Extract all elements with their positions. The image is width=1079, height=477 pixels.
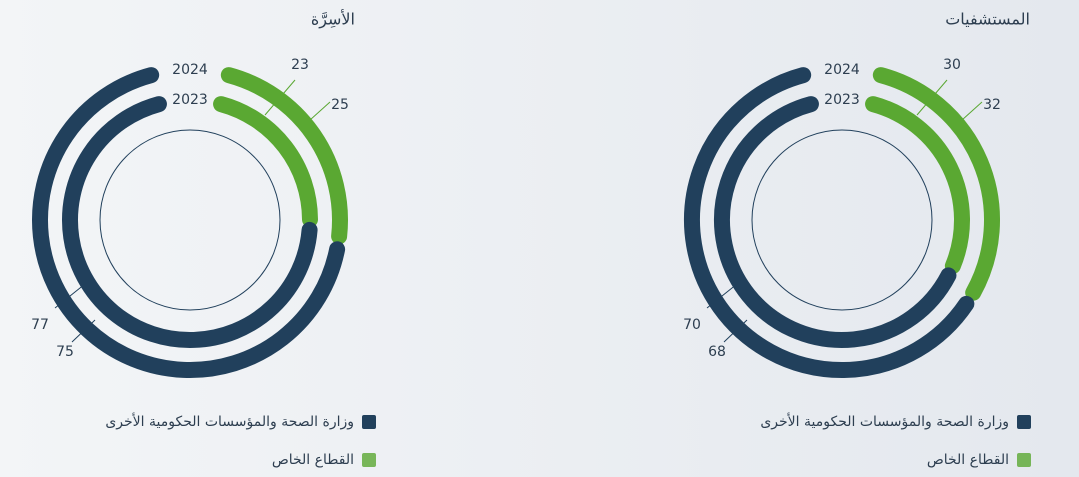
- value-label: 77: [31, 317, 49, 333]
- ring-label: 2024: [824, 62, 860, 78]
- value-label: 25: [331, 97, 349, 113]
- chart-title: المستشفيات: [945, 10, 1030, 29]
- leader-line: [54, 279, 91, 309]
- leader-line: [264, 79, 296, 116]
- ring-segment: [684, 67, 975, 378]
- legend-label: وزارة الصحة والمؤسسات الحكومية الأخرى: [105, 412, 354, 430]
- leader-line: [71, 319, 96, 343]
- ring-label: 2023: [824, 92, 860, 108]
- value-label: 70: [683, 317, 701, 333]
- inner-circle: [99, 129, 281, 311]
- ring-segment: [213, 96, 318, 228]
- value-label: 68: [708, 344, 726, 360]
- leader-line: [916, 79, 948, 116]
- ring-label: 2023: [172, 92, 208, 108]
- leader-line: [723, 319, 748, 343]
- legend-swatch: [362, 453, 376, 467]
- ring-segment: [32, 67, 346, 378]
- chart-title: الأسِرَّة: [311, 9, 355, 30]
- leader-line: [309, 101, 331, 121]
- ring-segment: [220, 67, 348, 245]
- ring-segment: [62, 96, 318, 348]
- ring-segment: [872, 67, 1000, 301]
- ring-segment: [865, 96, 970, 274]
- legend-label: وزارة الصحة والمؤسسات الحكومية الأخرى: [760, 412, 1009, 430]
- legend-swatch: [1017, 415, 1031, 429]
- leader-line: [961, 101, 983, 121]
- legend-swatch: [1017, 453, 1031, 467]
- ring-label: 2024: [172, 62, 208, 78]
- inner-circle: [751, 129, 933, 311]
- legend-label: القطاع الخاص: [927, 452, 1009, 468]
- value-label: 23: [291, 57, 309, 73]
- value-label: 75: [56, 344, 74, 360]
- leader-line: [706, 279, 743, 309]
- value-label: 32: [983, 97, 1001, 113]
- legend-swatch: [362, 415, 376, 429]
- value-label: 30: [943, 57, 961, 73]
- legend-label: القطاع الخاص: [272, 452, 354, 468]
- ring-segment: [714, 96, 957, 348]
